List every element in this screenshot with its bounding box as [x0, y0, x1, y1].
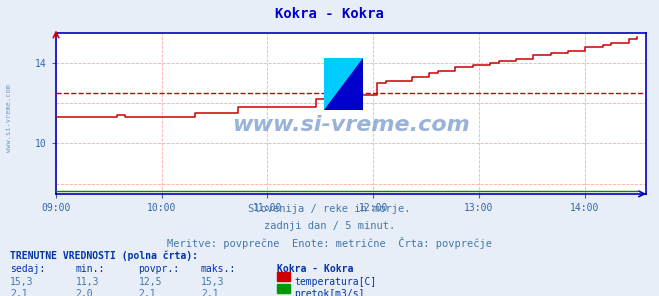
Text: TRENUTNE VREDNOSTI (polna črta):: TRENUTNE VREDNOSTI (polna črta): — [10, 250, 198, 260]
Text: 2,1: 2,1 — [138, 289, 156, 296]
Text: temperatura[C]: temperatura[C] — [295, 277, 377, 287]
Text: www.si-vreme.com: www.si-vreme.com — [232, 115, 470, 134]
Text: Kokra - Kokra: Kokra - Kokra — [275, 7, 384, 21]
Text: 2,1: 2,1 — [10, 289, 28, 296]
Text: pretok[m3/s]: pretok[m3/s] — [295, 289, 365, 296]
Text: 15,3: 15,3 — [201, 277, 225, 287]
Text: min.:: min.: — [76, 264, 105, 274]
Text: 12,5: 12,5 — [138, 277, 162, 287]
Text: 15,3: 15,3 — [10, 277, 34, 287]
Text: povpr.:: povpr.: — [138, 264, 179, 274]
Text: 2,0: 2,0 — [76, 289, 94, 296]
Text: sedaj:: sedaj: — [10, 264, 45, 274]
Text: maks.:: maks.: — [201, 264, 236, 274]
Polygon shape — [324, 58, 362, 110]
Text: 11,3: 11,3 — [76, 277, 100, 287]
Text: Kokra - Kokra: Kokra - Kokra — [277, 264, 353, 274]
Text: www.si-vreme.com: www.si-vreme.com — [5, 84, 12, 152]
Text: zadnji dan / 5 minut.: zadnji dan / 5 minut. — [264, 221, 395, 231]
Text: Meritve: povprečne  Enote: metrične  Črta: povprečje: Meritve: povprečne Enote: metrične Črta:… — [167, 237, 492, 249]
Text: 2,1: 2,1 — [201, 289, 219, 296]
Polygon shape — [324, 58, 362, 110]
Text: Slovenija / reke in morje.: Slovenija / reke in morje. — [248, 204, 411, 214]
